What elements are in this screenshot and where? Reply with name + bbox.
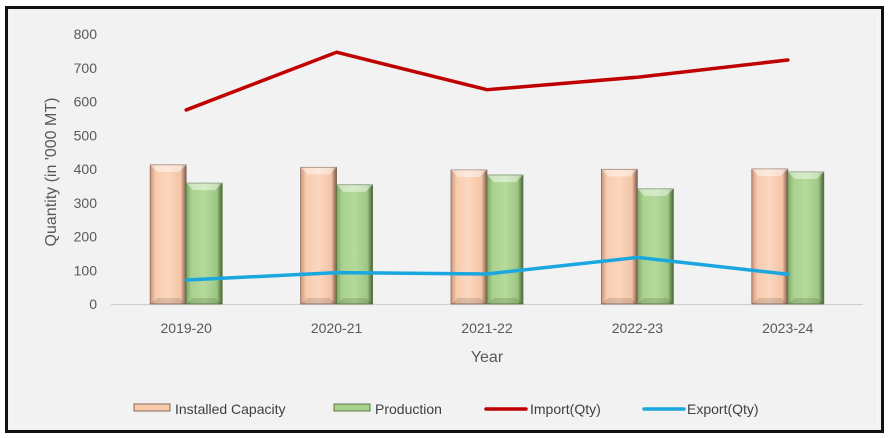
lines-layer [184,50,790,282]
legend-swatch [133,403,171,412]
bar-installed-capacity [450,169,488,305]
bars-layer [149,164,825,305]
x-axis-title: Year [471,349,504,366]
line-import-qty [184,50,790,112]
legend-item: Production [333,401,442,417]
y-tick-label: 0 [89,296,97,312]
legend-item: Export(Qty) [642,401,759,417]
bar-installed-capacity [300,166,338,305]
legend: Installed Capacity Production Import(Qty) E… [133,401,759,417]
x-tick-label: 2020-21 [311,320,363,336]
legend-label: Installed Capacity [175,401,286,417]
y-tick-label: 500 [74,127,98,143]
y-tick-label: 700 [74,60,98,76]
y-tick-label: 800 [74,26,98,42]
bar-production [637,188,674,305]
bar-production [336,184,374,305]
x-axis-ticks: 2019-20 2020-21 2021-22 2022-23 2023-24 [161,320,814,336]
legend-swatch [333,403,371,412]
x-tick-label: 2021-22 [461,320,513,336]
x-tick-label: 2019-20 [161,320,213,336]
y-tick-label: 300 [74,195,98,211]
bar-installed-capacity [601,168,638,305]
legend-item: Import(Qty) [484,401,601,417]
x-tick-label: 2022-23 [612,320,664,336]
bar-production [185,182,223,305]
legend-item: Installed Capacity [133,401,286,417]
legend-label: Production [375,401,442,417]
legend-label: Export(Qty) [687,401,759,417]
y-tick-label: 400 [74,161,98,177]
bar-installed-capacity [751,168,789,305]
y-tick-label: 600 [74,94,98,110]
y-axis-title: Quantity (in '000 MT) [43,98,60,247]
bar-production [787,171,825,305]
chart-inner-border [11,12,878,427]
bar-installed-capacity [149,164,187,305]
bar-production [486,174,524,305]
legend-label: Import(Qty) [530,401,601,417]
y-tick-label: 100 [74,262,98,278]
y-axis-ticks: 0 100 200 300 400 500 600 700 800 [74,26,98,312]
x-tick-label: 2023-24 [762,320,814,336]
y-tick-label: 200 [74,229,98,245]
